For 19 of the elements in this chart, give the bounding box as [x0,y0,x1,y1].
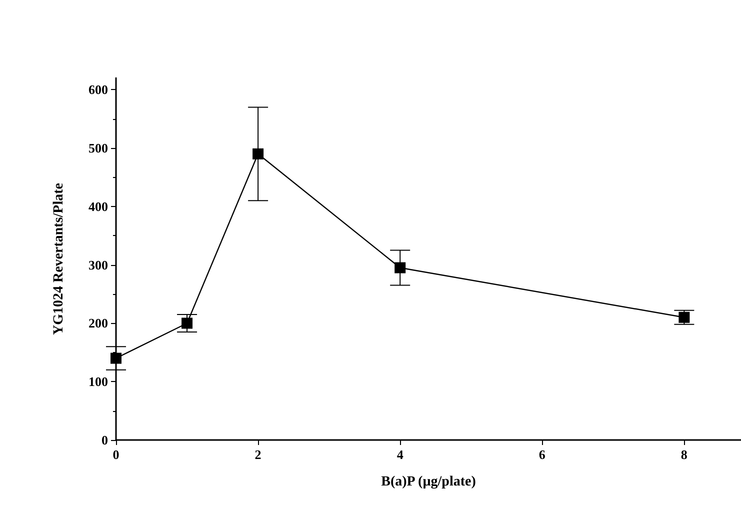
x-tick-label: 0 [112,447,120,462]
y-axis-title: YG1024 Revertants/Plate [52,182,66,336]
y-tick-label: 300 [88,257,108,272]
y-tick-label: 0 [102,432,108,448]
x-tick-label: 4 [396,447,404,462]
x-tick-label: 8 [680,447,688,462]
point [678,312,690,323]
y-tick-label: 100 [88,374,108,390]
x-tick-label: 6 [538,447,546,462]
x-tick-label: 2 [254,447,262,462]
point [252,148,264,160]
y-tick-label: 400 [88,198,108,214]
y-tick-label: 500 [88,140,108,156]
x-axis-title: B(a)P (µg/plate) [381,474,476,490]
point [182,318,193,329]
y-tick-label: 200 [88,316,108,331]
point [394,262,406,274]
y-tick-label: 600 [88,82,108,98]
point [110,352,122,364]
